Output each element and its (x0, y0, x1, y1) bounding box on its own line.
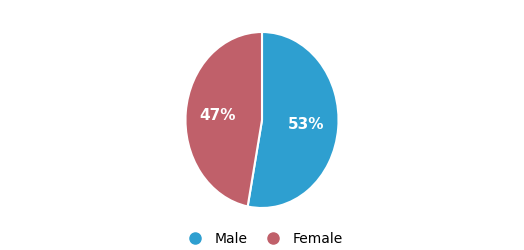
Wedge shape (248, 32, 339, 208)
Wedge shape (185, 32, 262, 206)
Legend: Male, Female: Male, Female (176, 226, 348, 250)
Text: 47%: 47% (200, 108, 236, 123)
Text: 53%: 53% (288, 117, 324, 132)
